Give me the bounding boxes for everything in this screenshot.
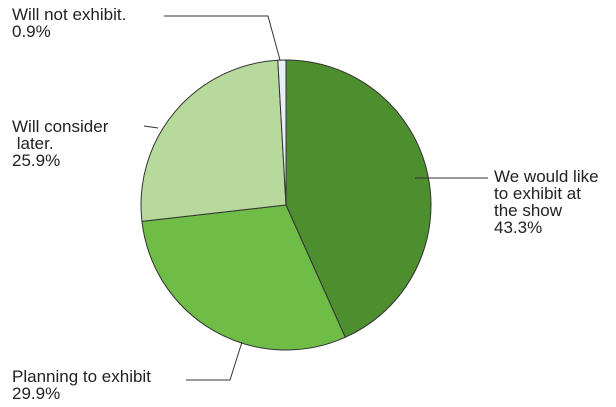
pie-slice <box>285 59 432 339</box>
slice-labels: We would like to exhibit at the show 43.3% P… <box>12 5 599 403</box>
slice-label: Will not exhibit. 0.9% <box>12 5 126 41</box>
slice-percent: 0.9% <box>12 22 51 41</box>
slice-label-line: later. <box>12 134 54 153</box>
pie-slice <box>141 204 346 351</box>
slice-label-line: to exhibit at <box>494 184 581 203</box>
slice-label-line: We would like <box>494 167 599 186</box>
slice-label-line: the show <box>494 201 563 220</box>
pie-slices <box>140 59 432 351</box>
leader-lines <box>143 15 488 381</box>
pie-slice <box>277 59 287 206</box>
slice-label-line: Will consider <box>12 117 109 136</box>
slice-label-line: Planning to exhibit <box>12 367 151 386</box>
leader-line <box>164 15 281 61</box>
slice-label: Will consider later. 25.9% <box>12 117 109 170</box>
slice-label: We would like to exhibit at the show 43.3% <box>494 167 599 237</box>
slice-percent: 43.3% <box>494 218 542 237</box>
leader-line <box>143 125 159 129</box>
leader-line <box>186 341 243 381</box>
slice-percent: 25.9% <box>12 151 60 170</box>
pie-slice <box>140 59 287 222</box>
slice-percent: 29.9% <box>12 384 60 403</box>
slice-label-line: Will not exhibit. <box>12 5 126 24</box>
slice-label: Planning to exhibit 29.9% <box>12 367 151 403</box>
